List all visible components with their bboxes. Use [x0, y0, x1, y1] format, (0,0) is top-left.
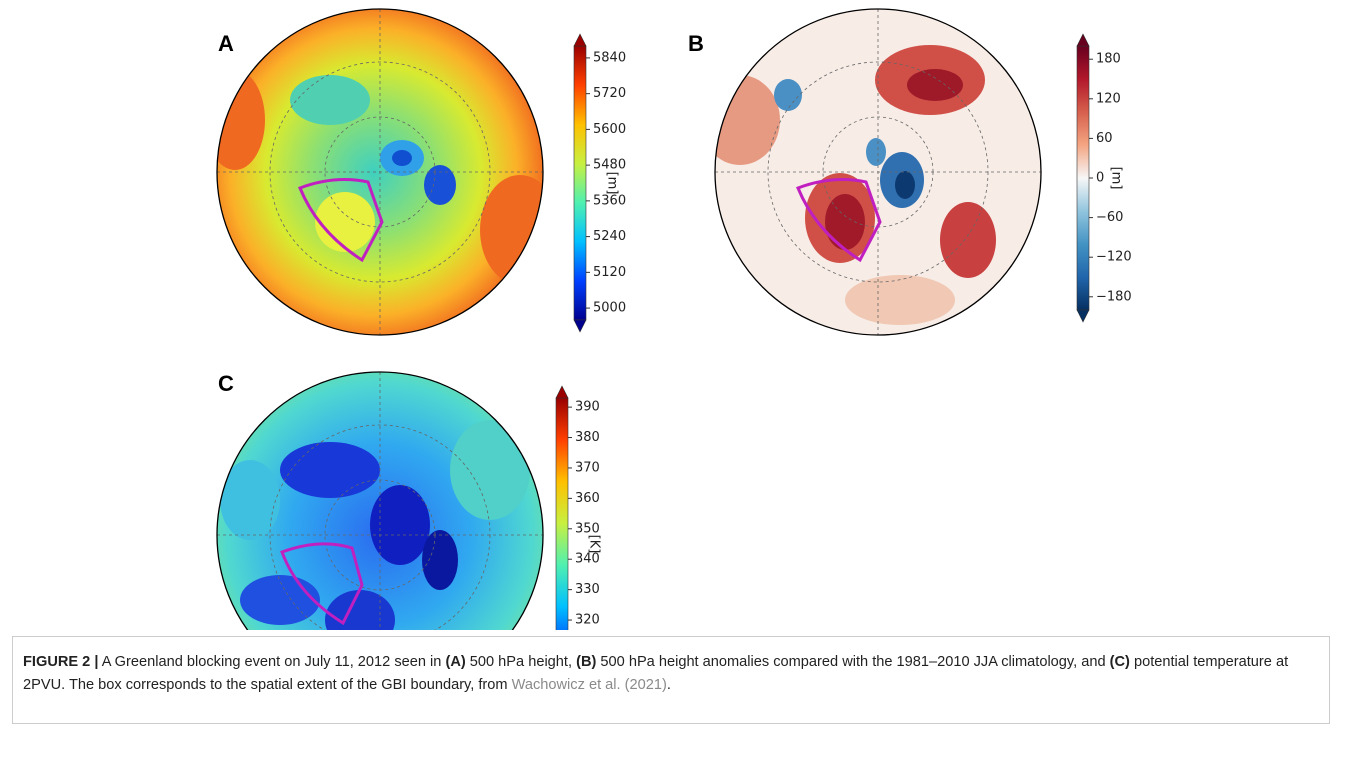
citation-link[interactable]: Wachowicz et al. (2021): [511, 677, 667, 693]
colorbar-extend: [1076, 309, 1090, 323]
colorbar-tick-label: 390: [575, 400, 600, 415]
colorbar-tick-label: 360: [575, 491, 600, 506]
caption-text: .: [666, 677, 671, 693]
colorbar-tick-label: 60: [1096, 131, 1113, 146]
caption-text: 500 hPa height anomalies compared with t…: [600, 654, 1106, 670]
caption-text: potential temperature at 2PVU. The box c…: [23, 654, 1289, 693]
caption-ref: (C): [1109, 654, 1130, 670]
colorbar-extend: [573, 33, 587, 47]
caption-ref: (A): [445, 654, 466, 670]
colorbar-tick-label: 320: [575, 613, 600, 628]
colorbar-tick-label: 5000: [593, 301, 626, 316]
colorbar-tick-label: 5840: [593, 50, 626, 65]
caption-ref: (B): [576, 654, 597, 670]
caption-label: FIGURE 2 |: [23, 654, 99, 670]
colorbar-tick-label: 5480: [593, 158, 626, 173]
colorbar-tick-label: 180: [1096, 52, 1121, 67]
colorbar-tick-label: 330: [575, 582, 600, 597]
colorbar: [1076, 45, 1090, 311]
colorbar-extend: [573, 319, 587, 333]
colorbar-tick-label: 0: [1096, 171, 1104, 186]
gbi-box: [280, 178, 882, 626]
panel-label: B: [688, 31, 704, 56]
caption: FIGURE 2 | A Greenland blocking event on…: [12, 636, 1330, 724]
colorbar-tick-label: −120: [1096, 250, 1132, 265]
colorbar-unit: [m]: [1109, 167, 1124, 190]
colorbar: [555, 397, 569, 630]
figure: A B C: [216, 8, 1132, 630]
panel-label: A: [218, 31, 234, 56]
colorbar-tick-label: 5240: [593, 229, 626, 244]
panel-label: C: [218, 371, 234, 396]
colorbar-tick-label: −60: [1096, 210, 1123, 225]
colorbar-extend: [555, 385, 569, 399]
colorbar-unit: [m]: [605, 172, 620, 195]
colorbar-unit: [K]: [587, 535, 602, 554]
colorbar-tick-label: 350: [575, 521, 600, 536]
colorbar: [573, 45, 587, 321]
colorbar-extend: [1076, 33, 1090, 47]
colorbar-tick-label: 380: [575, 430, 600, 445]
colorbar-tick-label: 5120: [593, 265, 626, 280]
colorbar-tick-label: 5360: [593, 193, 626, 208]
colorbar-tick-label: 5600: [593, 122, 626, 137]
colorbar-tick-label: 370: [575, 460, 600, 475]
colorbar-tick-label: 120: [1096, 91, 1121, 106]
colorbar-tick-label: −180: [1096, 289, 1132, 304]
colorbar-tick-label: 5720: [593, 86, 626, 101]
colorbar-tick-label: 340: [575, 552, 600, 567]
caption-text: 500 hPa height,: [469, 654, 573, 670]
map-outline: [216, 8, 1042, 630]
caption-text: A Greenland blocking event on July 11, 2…: [101, 654, 442, 670]
